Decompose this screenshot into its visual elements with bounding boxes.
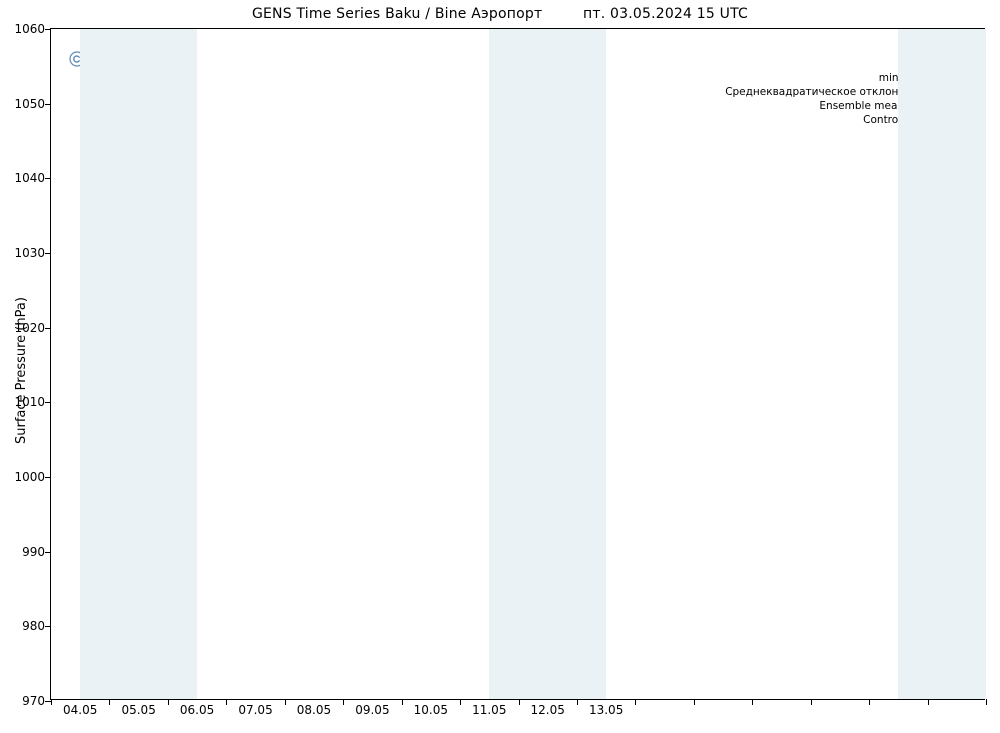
x-tick-mark bbox=[694, 699, 695, 705]
x-tick-mark bbox=[168, 699, 169, 705]
y-tick-mark bbox=[45, 477, 51, 478]
x-tick-label: 09.05 bbox=[355, 699, 389, 717]
x-tick-label: 05.05 bbox=[121, 699, 155, 717]
y-tick-mark bbox=[45, 626, 51, 627]
x-tick-label: 10.05 bbox=[414, 699, 448, 717]
x-tick-mark bbox=[51, 699, 52, 705]
x-tick-mark bbox=[869, 699, 870, 705]
x-tick-mark bbox=[343, 699, 344, 705]
x-tick-mark bbox=[752, 699, 753, 705]
weekend-band bbox=[489, 29, 606, 699]
x-tick-label: 04.05 bbox=[63, 699, 97, 717]
x-tick-mark bbox=[577, 699, 578, 705]
x-tick-mark bbox=[519, 699, 520, 705]
y-tick-mark bbox=[45, 328, 51, 329]
x-tick-mark bbox=[285, 699, 286, 705]
x-tick-label: 12.05 bbox=[531, 699, 565, 717]
x-tick-mark bbox=[928, 699, 929, 705]
x-tick-mark bbox=[109, 699, 110, 705]
y-tick-mark bbox=[45, 104, 51, 105]
y-tick-mark bbox=[45, 402, 51, 403]
weekend-band bbox=[898, 29, 986, 699]
plot-area: pogodaonline.ru min/maxСреднеквадратичес… bbox=[50, 28, 985, 700]
x-tick-mark bbox=[402, 699, 403, 705]
x-tick-label: 06.05 bbox=[180, 699, 214, 717]
x-tick-mark bbox=[460, 699, 461, 705]
title-right: пт. 03.05.2024 15 UTC bbox=[583, 6, 748, 22]
x-tick-mark bbox=[635, 699, 636, 705]
y-tick-mark bbox=[45, 178, 51, 179]
x-tick-mark bbox=[986, 699, 987, 705]
x-tick-label: 11.05 bbox=[472, 699, 506, 717]
y-tick-mark bbox=[45, 552, 51, 553]
legend-label: Среднеквадратическое отклонение bbox=[725, 85, 925, 99]
x-tick-label: 07.05 bbox=[238, 699, 272, 717]
x-tick-mark bbox=[226, 699, 227, 705]
y-tick-mark bbox=[45, 29, 51, 30]
title-left: GENS Time Series Baku / Bine Аэропорт bbox=[252, 6, 542, 22]
y-tick-mark bbox=[45, 253, 51, 254]
y-axis-label: Surface Pressure (hPa) bbox=[14, 297, 29, 444]
chart-title: GENS Time Series Baku / Bine Аэропорт пт… bbox=[0, 6, 1000, 22]
x-tick-label: 08.05 bbox=[297, 699, 331, 717]
weekend-band bbox=[80, 29, 197, 699]
x-tick-mark bbox=[811, 699, 812, 705]
x-tick-label: 13.05 bbox=[589, 699, 623, 717]
